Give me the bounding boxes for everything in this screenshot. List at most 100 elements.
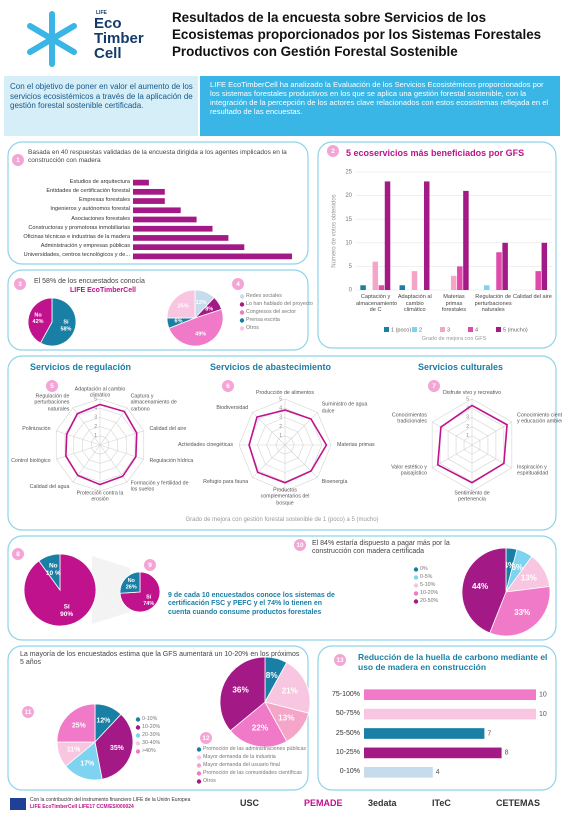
- radar-label: Actividades cinegéticas: [177, 441, 233, 448]
- legend-swatch: [413, 583, 419, 588]
- badge-number: 6: [226, 383, 230, 390]
- legend-label: Congresos del sector: [246, 309, 297, 315]
- bar: [399, 285, 406, 290]
- bar: [133, 188, 165, 195]
- legend-swatch: [239, 294, 245, 299]
- value-label: 17%: [80, 760, 94, 767]
- value-label: 10 %: [46, 570, 61, 577]
- r-tick-label: 4: [94, 406, 97, 412]
- logo-line: Cell: [94, 45, 122, 62]
- partner-logo: USC: [240, 798, 260, 808]
- bar-label: Oficinas técnicas e industrias de la mad…: [23, 233, 130, 240]
- badge: [144, 559, 156, 571]
- legend-swatch: [239, 310, 245, 315]
- x-tick-label: Captación y almacenamiento de C: [356, 294, 398, 314]
- badge: [222, 380, 234, 392]
- bar: [378, 285, 385, 290]
- slice-category: No: [34, 313, 42, 319]
- bar-label: Empresas forestales: [79, 197, 130, 204]
- value-label: 25%: [178, 304, 189, 310]
- chart-title: El 84% estaría dispuesto a pagar más por…: [312, 540, 450, 556]
- badge: [46, 380, 58, 392]
- value-label: 42%: [33, 319, 44, 325]
- value-label: 6%: [511, 563, 523, 572]
- radar-label: Regulación hídrica: [149, 457, 194, 464]
- annotation: 9 de cada 10 encuestados conoce los sist…: [168, 592, 335, 616]
- legend-swatch: [413, 575, 419, 580]
- value-label: 90%: [60, 611, 73, 618]
- r-tick-label: 2: [466, 424, 469, 430]
- badge-number: 13: [336, 657, 344, 664]
- pie-slice: [461, 547, 507, 634]
- value-label: 12%: [196, 300, 207, 306]
- eu-flag: [10, 798, 26, 810]
- r-tick-label: 5: [466, 396, 469, 402]
- bar: [133, 244, 245, 251]
- chart-title: Servicios de regulación: [30, 362, 132, 372]
- value-label: 44%: [472, 582, 488, 591]
- value-label: 11%: [67, 747, 80, 754]
- radar-note: Grado de mejora con gestión forestal sos…: [185, 517, 379, 523]
- badge-number: 5: [50, 383, 54, 390]
- radar-area: [65, 403, 138, 486]
- radar-label: Conocimientos tradicionales: [391, 412, 427, 425]
- bar-label: 0-10%: [339, 768, 360, 776]
- legend-swatch: [196, 755, 202, 760]
- radar-spoke: [99, 407, 128, 446]
- radar-area: [248, 409, 328, 484]
- bar-label: 50-75%: [335, 710, 360, 718]
- slice-category: No: [128, 578, 136, 584]
- radar-label: Calidad del aire: [149, 425, 187, 432]
- value-label: 13%: [278, 714, 295, 723]
- value-label: 49%: [195, 331, 206, 337]
- value-label: 4%: [504, 561, 516, 570]
- legend-swatch: [413, 591, 419, 596]
- value-label: 8: [505, 750, 509, 757]
- badge-number: 8: [16, 551, 20, 558]
- legend-label: Otros: [246, 325, 259, 331]
- bar: [372, 261, 379, 290]
- pie-slice: [38, 553, 61, 592]
- legend-label: 20-30%: [142, 732, 161, 738]
- value-label: 21%: [282, 686, 299, 695]
- legend-label: 10-20%: [420, 590, 439, 596]
- badge: [12, 154, 24, 166]
- x-axis-label: Grado de mejora con GFS: [421, 336, 487, 342]
- badge: [294, 539, 306, 551]
- bar: [411, 271, 418, 290]
- legend-label: Lo han hablado del proyecto: [246, 301, 313, 307]
- chart-title: 5 ecoservicios más beneficiados por GFS: [346, 148, 525, 158]
- pie-slice: [39, 297, 77, 347]
- partner-logo: CETEMAS: [496, 798, 541, 808]
- radar-spoke: [471, 421, 512, 446]
- radar-label: Productos complementarios del bosque: [260, 487, 310, 507]
- badge: [428, 380, 440, 392]
- value-label: 6%: [175, 319, 183, 325]
- x-tick-label: Regulación de perturbaciones naturales: [474, 294, 512, 314]
- bar: [384, 181, 391, 290]
- pie-slice: [264, 662, 311, 714]
- radar-label: Protección contra la erosión: [76, 490, 124, 503]
- r-tick-label: 3: [94, 415, 97, 421]
- value-label: 4: [436, 769, 440, 776]
- bar-label: 75-100%: [331, 690, 360, 698]
- logo-icon: [27, 11, 77, 67]
- bar-label: Constructoras y promotoras inmobiliarias: [28, 224, 130, 231]
- value-label: 25%: [72, 723, 86, 730]
- legend-label: 0-10%: [142, 716, 158, 722]
- pie-slice: [119, 571, 141, 594]
- chart-title: Reducción de la huella de carbono median…: [358, 652, 548, 673]
- chart-title: El 58% de los encuestados conocía: [34, 278, 145, 285]
- badge: [14, 278, 26, 290]
- y-axis-label: Número de votos obtenidos: [332, 194, 338, 267]
- legend-swatch: [135, 741, 141, 746]
- bar: [133, 235, 229, 241]
- legend-swatch: [496, 327, 501, 332]
- y-tick-label: 20: [345, 193, 352, 199]
- slice-category: Sí: [63, 320, 69, 326]
- pie-slice: [94, 713, 134, 780]
- slice-category: Sí: [64, 603, 70, 610]
- badge-number: 1: [16, 157, 20, 164]
- legend-swatch: [135, 725, 141, 730]
- bar: [360, 285, 366, 290]
